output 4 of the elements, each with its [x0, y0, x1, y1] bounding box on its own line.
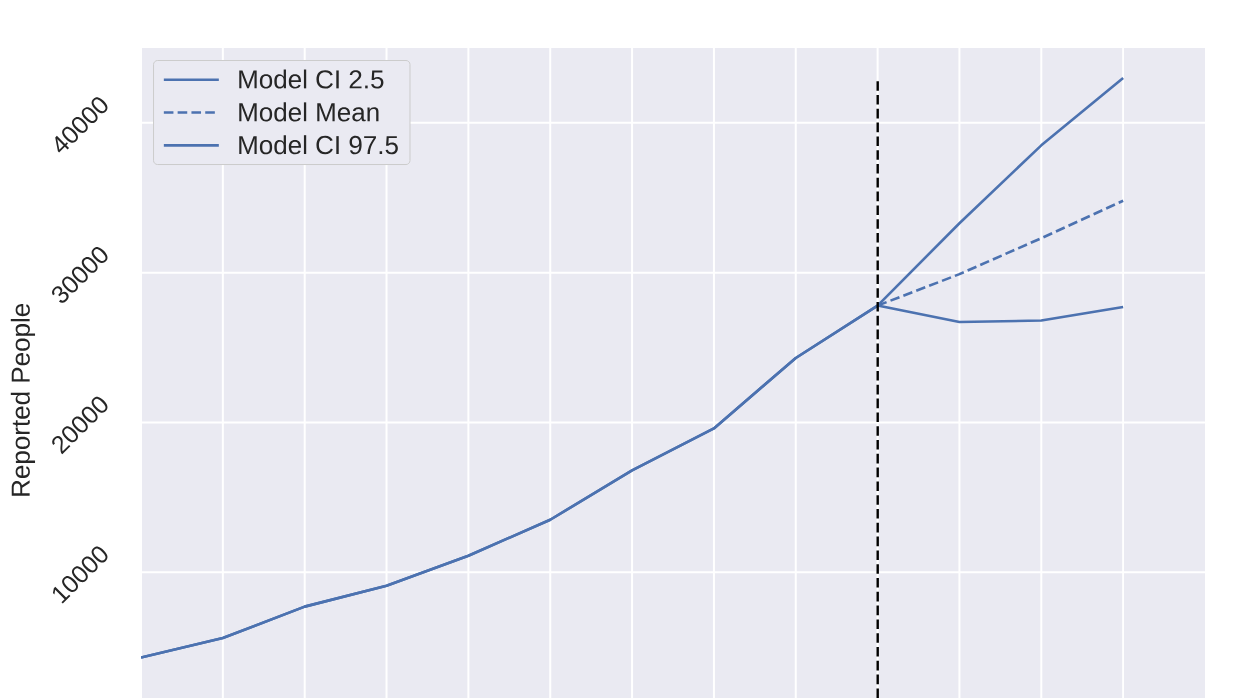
legend-label: Model CI 97.5 [239, 135, 398, 155]
legend-label: Model CI 2.5 [239, 69, 384, 89]
legend-label: Model Mean [239, 102, 379, 122]
y-axis-title: Reported People [10, 303, 36, 496]
